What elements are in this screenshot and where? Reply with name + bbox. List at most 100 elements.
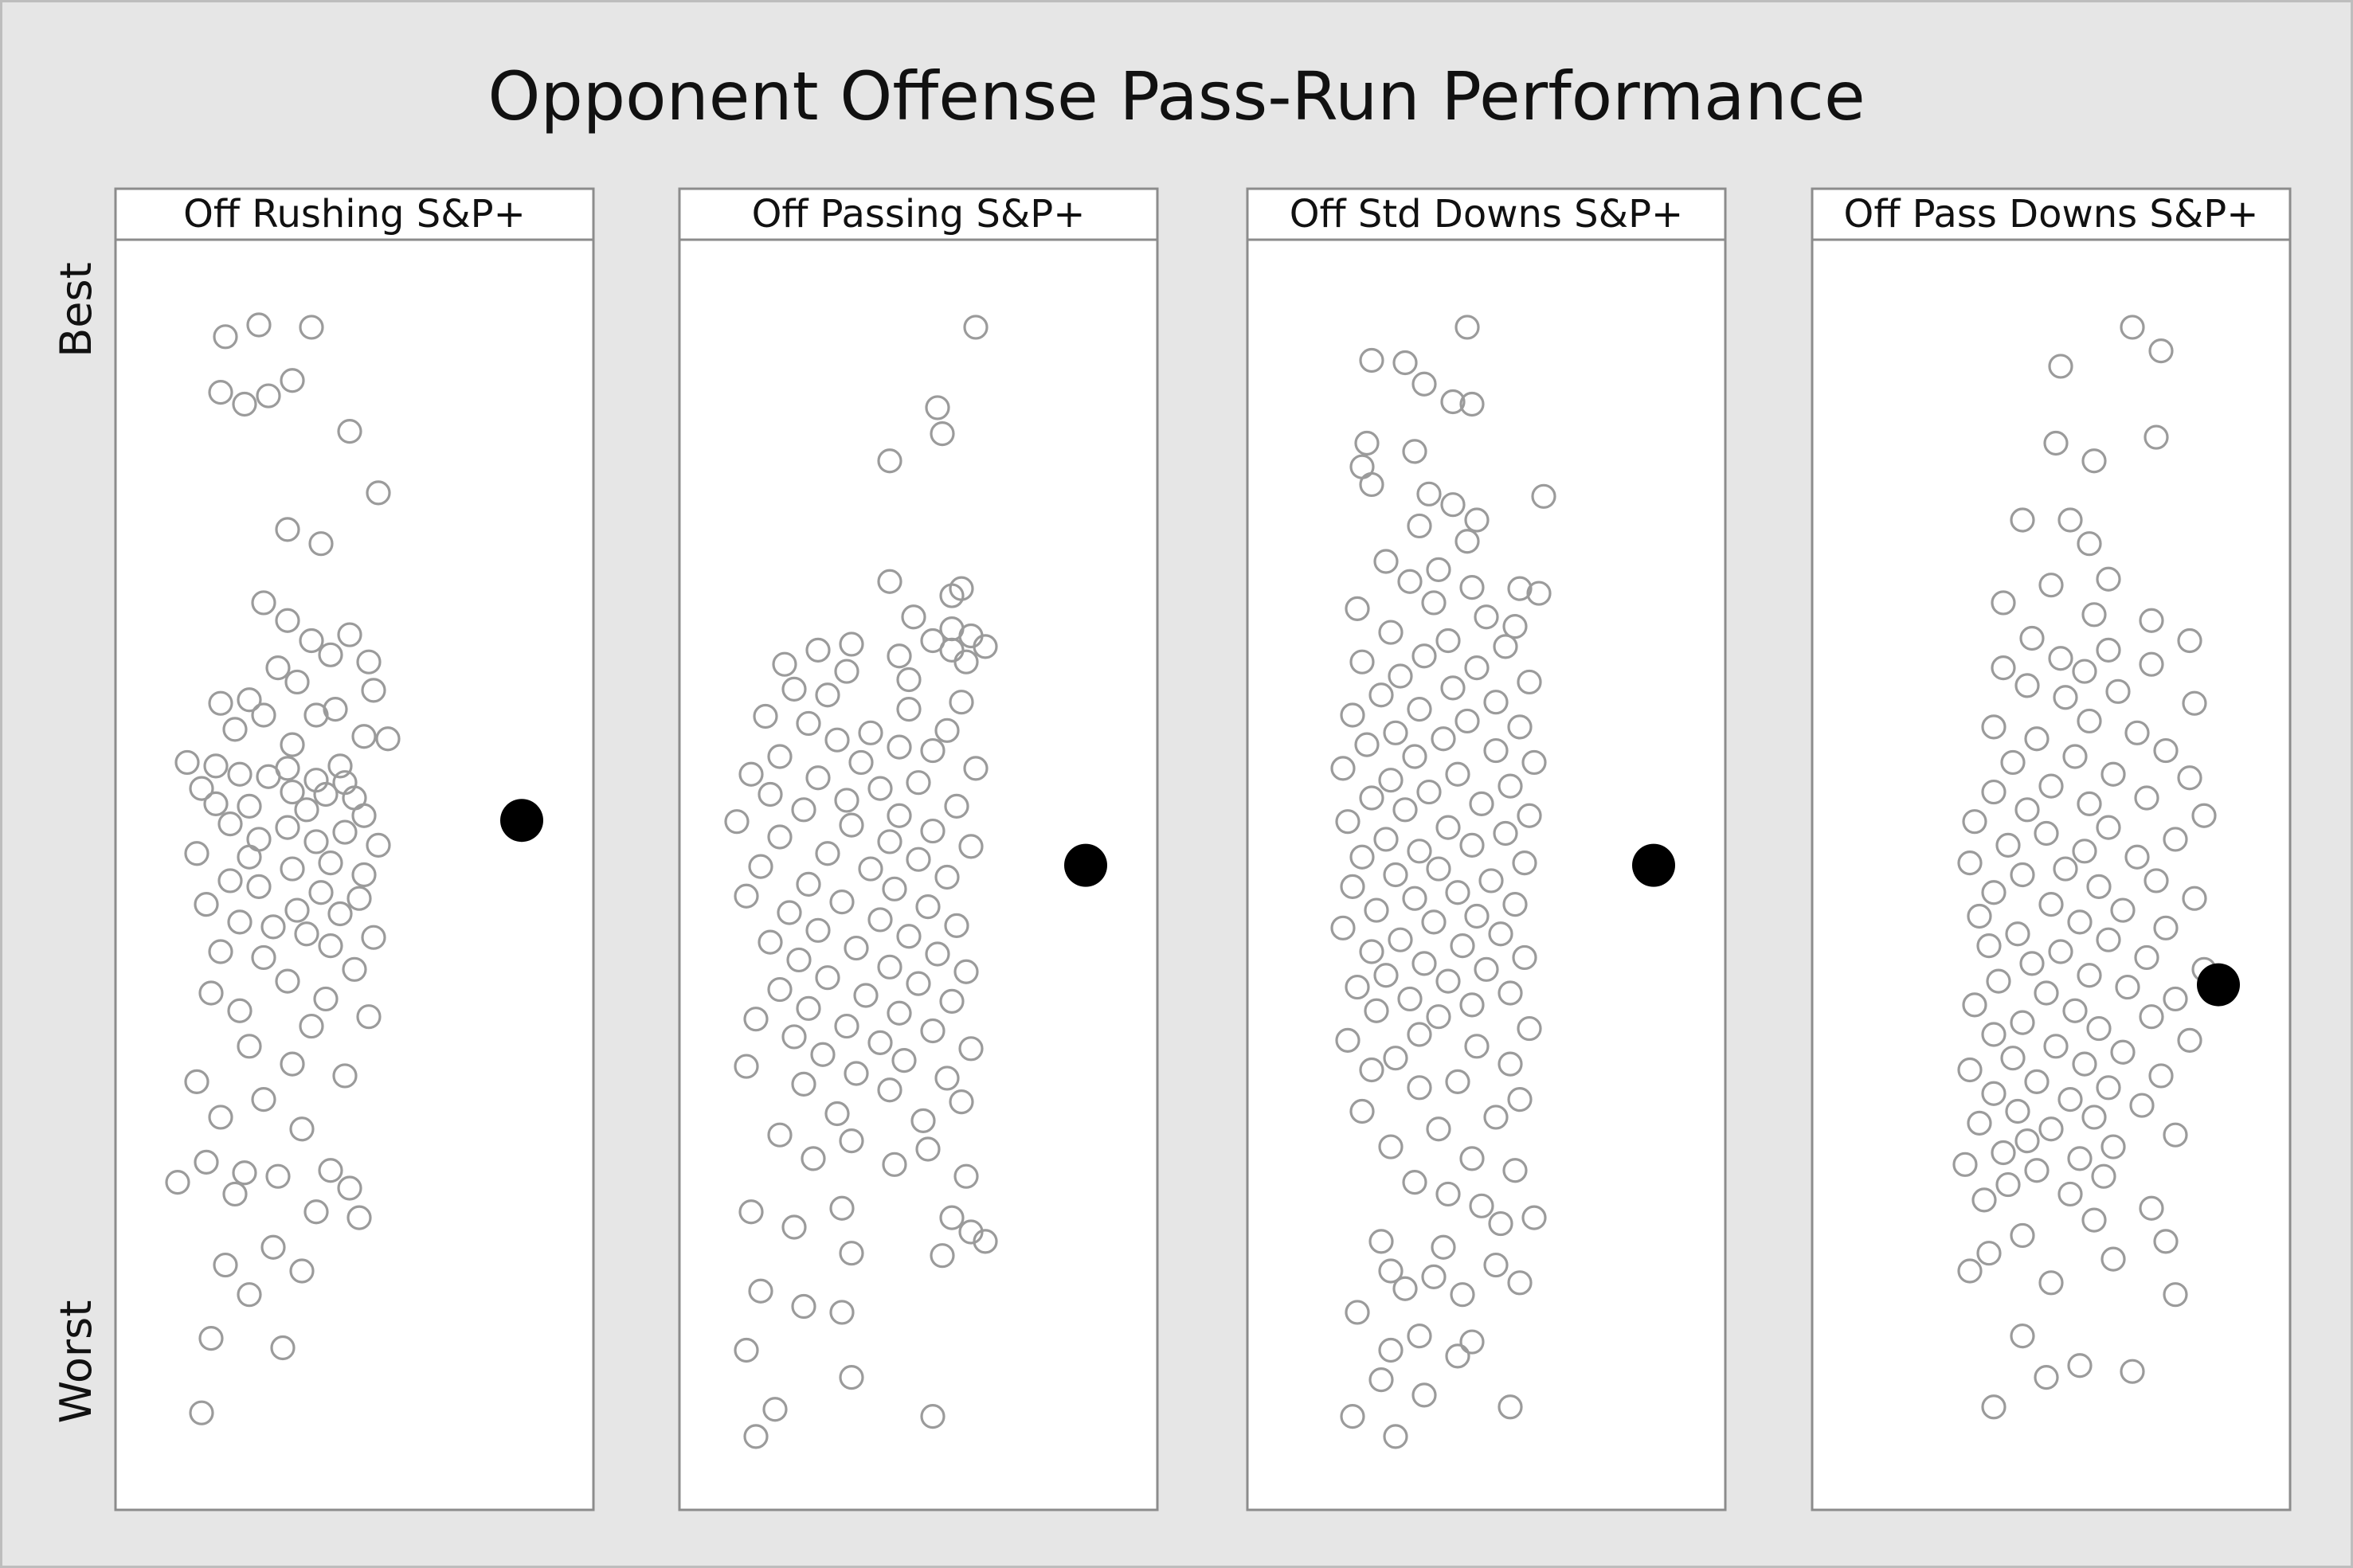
- opponent-point: [194, 892, 219, 917]
- opponent-point: [1445, 1343, 1470, 1369]
- opponent-point: [1981, 1081, 2007, 1106]
- opponent-point: [877, 569, 902, 594]
- opponent-point: [208, 380, 233, 405]
- opponent-point: [256, 764, 281, 789]
- opponent-point: [743, 1007, 769, 1032]
- opponent-point: [1502, 614, 1528, 639]
- opponent-point: [1407, 1324, 1432, 1349]
- opponent-point: [753, 703, 778, 729]
- opponent-point: [208, 690, 233, 716]
- opponent-point: [2038, 573, 2064, 598]
- opponent-point: [1416, 779, 1442, 805]
- opponent-point: [953, 649, 979, 675]
- opponent-point: [963, 756, 989, 781]
- opponent-point: [930, 1243, 955, 1269]
- opponent-point: [2005, 1098, 2030, 1124]
- opponent-point: [1421, 590, 1447, 616]
- opponent-point: [796, 995, 821, 1021]
- opponent-point: [2053, 685, 2078, 710]
- opponent-point: [351, 803, 377, 828]
- opponent-point: [896, 924, 922, 949]
- opponent-point: [361, 678, 386, 703]
- opponent-point: [815, 682, 840, 708]
- opponent-point: [2134, 785, 2159, 811]
- opponent-point: [1431, 726, 1456, 752]
- opponent-point: [724, 809, 750, 835]
- opponent-point: [1378, 768, 1404, 793]
- opponent-point: [351, 724, 377, 749]
- opponent-point: [366, 480, 391, 506]
- opponent-point: [2048, 354, 2073, 379]
- opponent-point: [887, 803, 912, 828]
- opponent-point: [1416, 481, 1442, 506]
- opponent-point: [1464, 507, 1490, 533]
- opponent-point: [1488, 1210, 1513, 1237]
- opponent-point: [270, 1335, 296, 1361]
- opponent-point: [251, 702, 276, 728]
- opponent-point: [222, 717, 248, 742]
- opponent-point: [260, 914, 286, 940]
- opponent-point: [958, 1036, 984, 1062]
- opponent-point: [1962, 992, 1987, 1018]
- opponent-point: [318, 1158, 343, 1183]
- opponent-point: [1498, 980, 1523, 1006]
- opponent-point: [858, 720, 883, 745]
- opponent-point: [1359, 939, 1384, 964]
- opponent-point: [1459, 391, 1485, 417]
- opponent-point: [877, 829, 902, 854]
- opponent-point: [1340, 702, 1365, 728]
- opponent-point: [2067, 1146, 2093, 1171]
- opponent-point: [734, 883, 759, 909]
- opponent-point: [1454, 529, 1480, 554]
- opponent-point: [232, 391, 257, 417]
- opponent-point: [294, 797, 319, 823]
- opponent-point: [801, 1146, 826, 1171]
- opponent-point: [734, 1054, 759, 1079]
- opponent-point: [1469, 1193, 1494, 1218]
- opponent-point: [227, 761, 253, 787]
- opponent-point: [1383, 1046, 1408, 1071]
- opponent-point: [361, 925, 386, 950]
- opponent-point: [275, 608, 300, 633]
- opponent-point: [1517, 669, 1542, 695]
- opponent-point: [308, 880, 334, 905]
- opponent-point: [2124, 844, 2150, 870]
- opponent-point: [1971, 1187, 1997, 1213]
- opponent-point: [356, 1004, 382, 1030]
- opponent-point: [2129, 1093, 2155, 1118]
- opponent-point: [318, 850, 343, 876]
- opponent-point: [901, 604, 926, 630]
- opponent-point: [1364, 998, 1389, 1023]
- opponent-point: [829, 890, 855, 915]
- team-point: [1064, 843, 1107, 887]
- opponent-point: [1991, 590, 2016, 616]
- opponent-point: [781, 1214, 807, 1240]
- opponent-point: [2177, 628, 2202, 654]
- opponent-point: [915, 893, 941, 920]
- opponent-point: [346, 1205, 372, 1230]
- opponent-point: [1521, 749, 1547, 776]
- opponent-point: [1392, 1276, 1418, 1301]
- opponent-point: [1426, 1004, 1451, 1030]
- opponent-point: [1957, 1057, 1983, 1083]
- opponent-point: [834, 659, 859, 684]
- opponent-point: [1354, 430, 1380, 456]
- opponent-point: [1967, 903, 1992, 929]
- opponent-point: [2034, 820, 2059, 847]
- opponent-point: [251, 590, 276, 616]
- opponent-point: [1986, 968, 2011, 994]
- opponent-point: [1440, 492, 1466, 518]
- opponent-point: [1502, 892, 1528, 917]
- opponent-point: [2038, 1270, 2064, 1296]
- opponent-point: [2014, 673, 2040, 698]
- opponent-point: [738, 761, 764, 787]
- opponent-point: [2024, 726, 2050, 752]
- opponent-point: [1991, 655, 2016, 681]
- opponent-point: [2115, 974, 2140, 1000]
- opponent-point: [2086, 874, 2112, 899]
- opponent-point: [189, 776, 214, 801]
- opponent-point: [337, 419, 362, 444]
- opponent-point: [791, 1071, 816, 1097]
- opponent-point: [189, 1400, 214, 1425]
